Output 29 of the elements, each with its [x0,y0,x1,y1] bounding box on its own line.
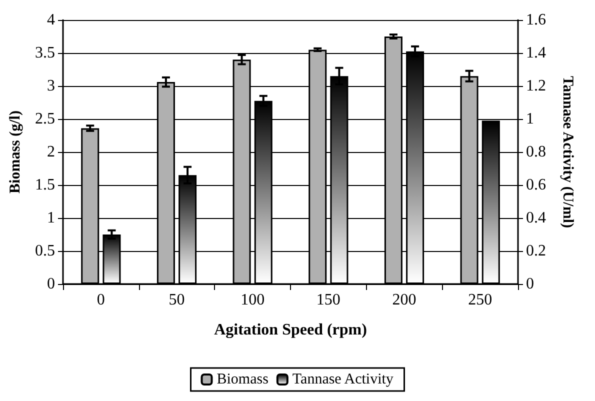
y2-tick-label: 1.6 [526,12,546,28]
y2-tick-label: 0.6 [526,176,546,194]
y-tick-label: 3.5 [35,44,55,62]
y-tick-label: 2.5 [35,110,55,128]
y2-axis-title: Tannase Activity (U/ml) [560,76,576,228]
legend-label: Biomass [216,372,269,388]
y-axis-title: Biomass (g/l) [8,110,24,194]
x-tick-label: 0 [96,292,105,308]
x-tick-label: 250 [468,292,492,308]
y2-tick-label: 1 [526,110,534,128]
x-tick-label: 150 [316,292,340,308]
y2-tick-label: 0.4 [526,210,546,226]
y-tick-label: 3 [47,78,55,94]
y-tick-label: 1 [47,210,55,226]
x-tick-label: 50 [168,292,185,308]
legend-label: Tannase Activity [292,372,394,388]
y2-tick-label: 0.8 [526,144,546,160]
y-tick-label: 0 [47,276,55,292]
y2-tick-label: 1.2 [526,78,546,94]
x-tick-label: 100 [240,292,265,308]
y2-tick-label: 1.4 [526,44,546,62]
y-tick-label: 1.5 [35,176,55,194]
y-tick-label: 2 [47,144,55,160]
y2-tick-label: 0.2 [526,242,546,260]
y-tick-label: 0.5 [35,242,55,260]
y-tick-label: 4 [47,12,55,28]
y2-tick-label: 0 [526,276,534,292]
x-axis-title: Agitation Speed (rpm) [214,322,367,338]
x-tick-label: 200 [392,292,416,308]
